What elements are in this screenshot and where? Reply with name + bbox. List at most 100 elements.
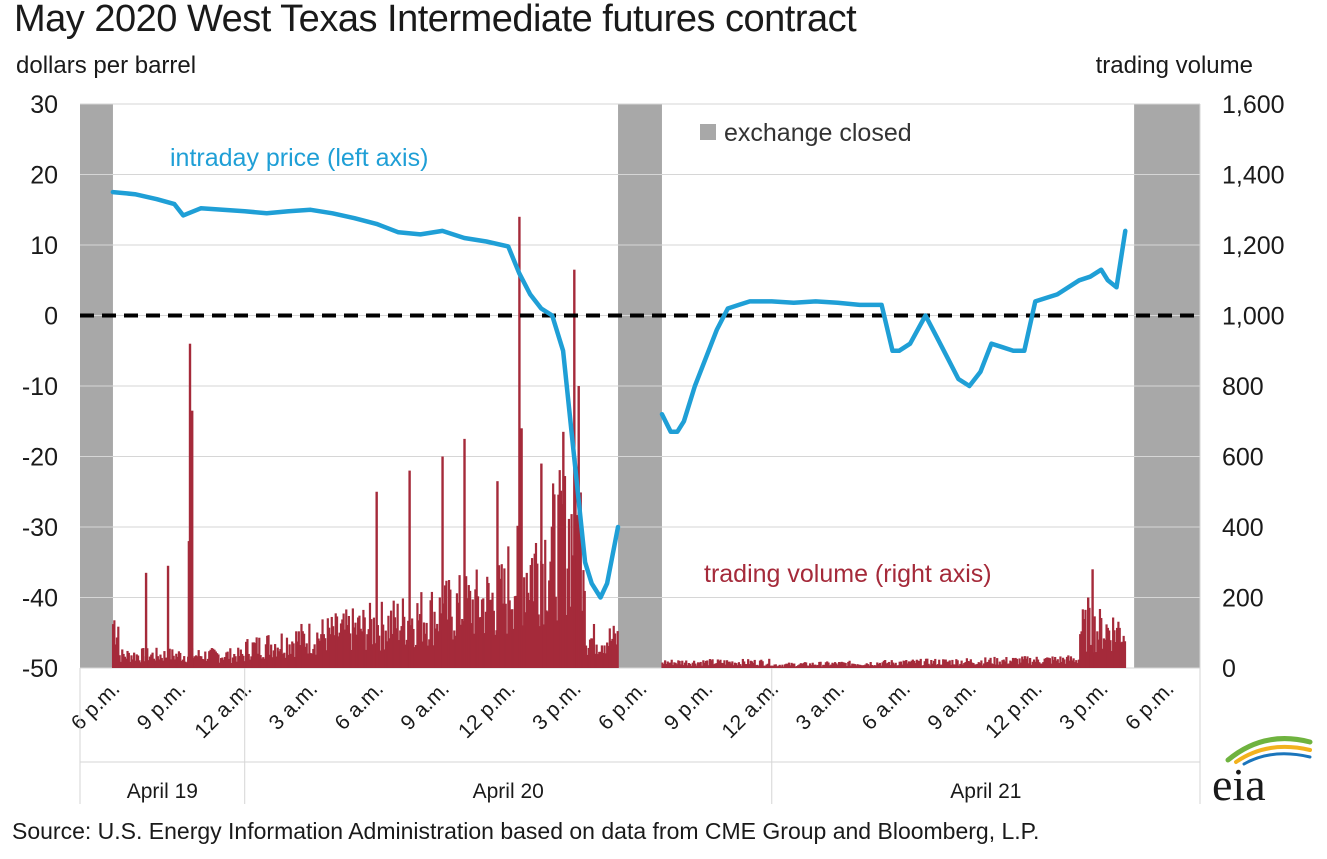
volume-bar [924,658,928,668]
volume-bar [339,623,343,668]
volume-bar [844,663,847,668]
volume-bar [913,660,916,668]
left-axis-tick-label: -50 [22,655,58,683]
volume-bar [801,663,804,668]
volume-bar [1110,651,1113,668]
volume-bar [403,616,406,668]
volume-bar [860,665,863,668]
volume-bar [837,662,841,668]
volume-bar [345,609,348,668]
volume-bar [413,647,416,668]
volume-bar [781,664,784,668]
volume-bar [1109,640,1112,668]
volume-bar [509,609,513,668]
volume-bar [421,641,424,668]
volume-bar [558,470,561,668]
volume-bar [1042,662,1045,668]
volume-bar [946,662,949,668]
volume-bar [235,661,238,668]
volume-bar [382,624,385,668]
volume-bar [160,657,163,668]
volume-bar [527,592,530,668]
volume-bar [789,665,792,668]
volume-bar [225,652,228,668]
volume-bar [196,656,199,668]
volume-bar [998,661,1001,668]
volume-bar [293,656,296,668]
volume-bar [483,633,486,668]
volume-bar [1073,662,1077,668]
x-axis-tick-label: 12 a.m. [190,677,256,743]
volume-bar [1035,656,1038,668]
volume-bar [790,662,793,668]
volume-bar [324,638,327,668]
volume-spike [375,491,378,668]
volume-bar [948,660,951,668]
volume-bar [1007,663,1011,668]
volume-bar [490,599,493,668]
volume-bar [411,618,414,668]
volume-bar [272,650,275,668]
volume-bar [969,659,972,668]
volume-bar [686,665,689,668]
volume-bar [343,629,347,668]
volume-bar [581,610,584,668]
volume-bar [1056,659,1059,668]
volume-bar [949,664,953,668]
volume-bar [396,603,399,668]
volume-bar [354,622,357,668]
volume-bar [766,663,770,668]
volume-bar [169,659,173,668]
volume-bar [683,662,686,668]
volume-bar [1023,656,1026,668]
volume-bar [736,665,739,668]
volume-bar [891,662,895,668]
volume-bar [449,589,452,668]
volume-bar [459,624,462,668]
volume-bar [163,651,166,668]
volume-bar [732,665,735,668]
volume-bar [951,659,954,668]
volume-bar [378,635,381,668]
volume-bar [1022,659,1025,668]
volume-bar [927,663,930,668]
volume-bar [679,664,683,668]
volume-bar [155,647,158,668]
volume-bar [488,600,491,668]
volume-bar [586,654,589,668]
volume-bar [239,649,242,668]
volume-bar [610,640,613,668]
x-axis-tick-label: 6 p.m. [67,677,125,735]
volume-bar [445,580,448,668]
volume-bar [525,572,528,668]
volume-bar [754,665,758,668]
volume-bar [964,662,967,668]
volume-bar [696,662,700,668]
volume-bar [590,638,593,668]
volume-bar [671,665,675,668]
volume-bar [391,633,394,668]
volume-bar [1071,660,1074,668]
volume-bar [1118,627,1121,668]
volume-bar [331,626,335,668]
volume-bar [702,660,705,668]
volume-bar [1104,639,1107,668]
x-axis-tick-label: 6 p.m. [594,677,652,735]
volume-bar [442,603,445,668]
volume-bar [279,649,282,668]
left-axis-tick-label: 0 [44,303,58,331]
volume-bar [363,617,366,668]
volume-bar [486,576,489,668]
volume-bar [695,665,698,668]
volume-bar [690,665,693,668]
volume-bar [748,664,751,668]
volume-bar [407,620,410,668]
x-axis-tick-label: 3 a.m. [792,677,850,735]
volume-bar [231,657,235,668]
volume-bar [213,649,216,668]
volume-bar [393,617,397,668]
volume-bar [678,660,681,668]
volume-bar [179,652,182,668]
volume-bar [1039,663,1042,668]
volume-bar [706,660,709,668]
